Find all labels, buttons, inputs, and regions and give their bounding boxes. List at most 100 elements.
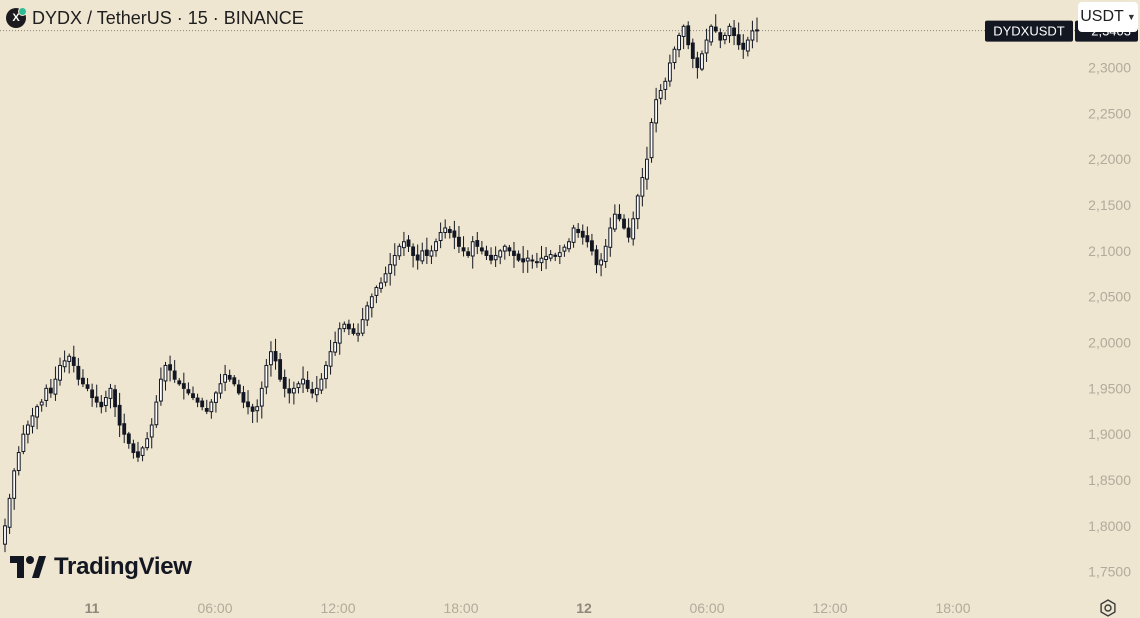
candle [214, 391, 218, 413]
candle [58, 357, 62, 386]
candle-body [534, 261, 539, 264]
candle [667, 54, 672, 87]
candle [516, 250, 521, 262]
candle [117, 392, 122, 438]
candle-body [631, 218, 636, 240]
candle [337, 322, 342, 355]
candle-body [663, 80, 668, 90]
candle-body [154, 401, 159, 426]
candle-body [136, 451, 140, 458]
candle [356, 323, 360, 342]
candle-body [443, 227, 448, 233]
candle-body [314, 387, 319, 396]
candle-body [126, 433, 131, 444]
candle-body [39, 401, 44, 406]
candle-body [585, 235, 590, 243]
candle [512, 241, 516, 268]
candle-body [346, 323, 351, 330]
candle [415, 244, 420, 270]
candle-body [434, 241, 438, 252]
candle [26, 420, 30, 444]
candle-body [232, 377, 237, 385]
candle-body [424, 249, 429, 256]
candle [745, 36, 750, 57]
candle-body [273, 351, 278, 362]
candle [466, 247, 471, 258]
candle [269, 341, 273, 377]
candle [81, 369, 85, 388]
dydx-logo-icon[interactable]: X [6, 7, 27, 28]
y-tick-label: 2,3000 [1088, 60, 1131, 76]
candle-body [516, 253, 521, 261]
candle-body [709, 25, 714, 43]
candle-body [356, 332, 360, 336]
candle-body [264, 364, 269, 388]
candle [379, 277, 383, 293]
y-tick-label: 1,7500 [1088, 564, 1131, 580]
candle-body [622, 218, 626, 229]
candle [489, 247, 493, 265]
candle-body [718, 32, 723, 41]
candle-body [612, 213, 617, 230]
candle [163, 361, 168, 391]
candle-body [12, 470, 17, 499]
candle [360, 307, 365, 337]
chart-settings-button[interactable] [1098, 598, 1118, 618]
candle [461, 236, 466, 257]
candle-body [722, 34, 727, 41]
candle-body [310, 388, 315, 394]
candle-body [158, 378, 163, 402]
candle [369, 293, 374, 318]
candle [424, 237, 429, 264]
candle [732, 20, 736, 46]
candle-body [214, 392, 218, 403]
candle [608, 217, 613, 257]
candle [168, 355, 172, 382]
candle-body [475, 240, 480, 247]
candle [122, 413, 127, 444]
candle [626, 218, 631, 243]
candle-body [521, 258, 526, 263]
candle-body [328, 351, 333, 367]
candle [232, 375, 237, 387]
candle-body [369, 296, 374, 309]
candle-body [99, 401, 104, 408]
brand-name: TradingView [54, 553, 192, 580]
candle [85, 378, 90, 392]
time-axis[interactable]: 11 06:00 12:00 18:00 12 06:00 12:00 18:00 [85, 600, 971, 616]
candle [246, 390, 250, 415]
x-tick-label: 18:00 [935, 600, 970, 616]
candle [571, 224, 576, 248]
x-tick-label: 12 [576, 600, 592, 616]
price-axis[interactable]: 2,35002,30002,25002,20002,15002,10002,05… [1088, 14, 1131, 580]
candle [635, 193, 640, 230]
candle-body [713, 26, 718, 32]
candle [612, 204, 617, 233]
candle-body [700, 53, 704, 70]
candle-body [658, 89, 663, 99]
symbol-title[interactable]: DYDX / TetherUS · 15 · BINANCE [32, 7, 304, 28]
x-tick-label: 06:00 [197, 600, 232, 616]
candle [622, 214, 626, 230]
candle-body [291, 387, 296, 394]
candle [126, 431, 131, 449]
tradingview-logo[interactable]: TradingView [10, 553, 192, 581]
candle [145, 432, 150, 451]
candle [686, 21, 691, 50]
candle-body [255, 406, 260, 412]
candle [406, 235, 411, 253]
candle [475, 231, 480, 255]
y-tick-label: 1,9000 [1088, 426, 1131, 442]
candle-body [525, 257, 530, 262]
candle [351, 323, 356, 336]
candle [103, 390, 108, 413]
candle-body [365, 305, 370, 321]
currency-select-button[interactable]: USDT ▼ [1078, 2, 1138, 32]
candle-body [30, 415, 35, 427]
candle [149, 418, 154, 449]
candle-body [397, 245, 402, 257]
candle [319, 373, 324, 394]
candle-body [246, 401, 250, 408]
candle [90, 383, 95, 407]
